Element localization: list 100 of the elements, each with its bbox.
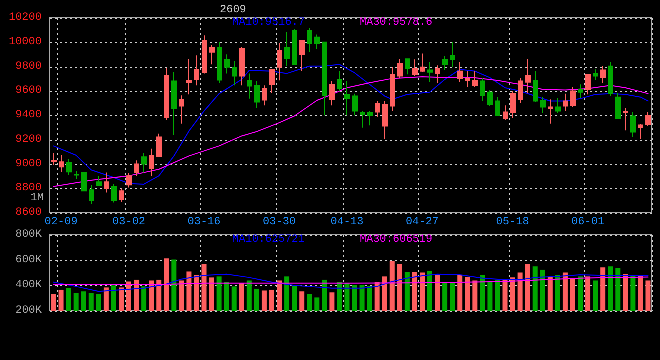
candlestick	[126, 173, 132, 188]
candlestick	[533, 70, 538, 103]
y-tick-label: 800K	[16, 229, 42, 241]
candlestick	[390, 66, 395, 112]
candlestick	[450, 42, 455, 68]
candlestick	[232, 60, 237, 86]
candlestick	[74, 170, 79, 180]
y-tick-label: 10000	[8, 36, 42, 48]
candlestick	[299, 40, 305, 72]
candlestick	[149, 148, 154, 177]
candlestick	[457, 62, 463, 83]
candlestick	[344, 80, 350, 116]
candlestick	[164, 67, 169, 121]
candlestick	[96, 176, 102, 187]
x-tick-label: 03-30	[263, 216, 296, 228]
candlestick	[487, 90, 493, 107]
text: MA30:9578.6	[360, 17, 433, 29]
candlestick	[186, 58, 192, 96]
y-tick-label: 10200	[8, 12, 42, 24]
candlestick	[217, 42, 222, 84]
candlestick	[525, 58, 531, 94]
candlestick	[548, 99, 553, 124]
candlestick	[89, 184, 94, 205]
line-series	[53, 276, 649, 286]
candlestick	[51, 152, 57, 166]
text: 1M	[30, 192, 44, 204]
candlestick	[465, 70, 470, 88]
candlestick	[156, 133, 162, 158]
candlestick	[382, 100, 388, 140]
candlestick	[480, 77, 485, 102]
candlestick	[540, 96, 546, 114]
candlestick	[66, 158, 72, 176]
candlestick	[645, 112, 651, 127]
y-tick-label: 9800	[16, 60, 42, 73]
candlestick	[119, 188, 124, 203]
candlestick	[247, 73, 252, 100]
candlestick	[593, 69, 598, 81]
y-tick-label: 600K	[16, 254, 42, 266]
text: MA10:625721	[232, 234, 306, 246]
candlestick	[412, 59, 418, 77]
candlestick	[239, 46, 245, 86]
candlestick	[141, 153, 147, 174]
x-tick-label: 04-13	[330, 216, 364, 228]
candlestick	[563, 93, 568, 112]
candlestick	[570, 86, 576, 108]
candlestick	[397, 58, 403, 78]
candlestick	[420, 53, 425, 73]
candlestick	[277, 42, 282, 82]
chart-title: 2609	[220, 4, 246, 16]
y-tick-label: 9400	[16, 110, 42, 122]
candlestick	[375, 100, 380, 118]
candlestick	[615, 92, 621, 120]
candlestick	[442, 56, 448, 71]
candlestick	[585, 74, 591, 96]
y-tick-label: 8600	[16, 207, 42, 219]
candlestick	[292, 28, 297, 66]
candlestick	[352, 93, 358, 116]
x-tick-label: 03-16	[188, 216, 221, 228]
x-tick-label: 04-27	[406, 216, 439, 228]
x-tick-label: 05-18	[496, 216, 530, 228]
candlestick	[262, 85, 267, 106]
candlestick	[104, 172, 109, 194]
candlestick	[435, 65, 440, 84]
candlestick	[59, 154, 64, 173]
candlestick	[322, 42, 327, 116]
candlestick	[360, 110, 365, 128]
x-tick-label: 06-01	[572, 216, 605, 228]
candlestick	[600, 66, 606, 84]
candlestick	[405, 58, 410, 76]
line-series	[53, 274, 649, 292]
x-tick-label: 03-02	[112, 216, 146, 228]
candlestick	[472, 70, 478, 88]
candlestick	[337, 70, 342, 92]
candlestick	[495, 96, 500, 116]
candlestick	[202, 35, 207, 74]
y-tick-label: 9600	[16, 85, 42, 98]
candlestick	[134, 160, 139, 177]
candlestick	[194, 55, 199, 86]
text: MA30:606519	[360, 234, 433, 246]
y-tick-label: 9200	[16, 134, 42, 146]
candlestick	[171, 72, 177, 136]
candlestick	[608, 62, 613, 97]
candlestick	[427, 62, 433, 83]
candlestick	[329, 80, 335, 106]
candlestick	[224, 54, 230, 74]
candlestick	[578, 84, 583, 98]
y-tick-label: 200K	[16, 305, 42, 317]
candlestick	[81, 172, 87, 192]
candlestick	[510, 90, 516, 118]
x-tick-label: 02-09	[44, 216, 78, 228]
candlestick	[111, 184, 117, 204]
y-tick-label: 9000	[16, 158, 42, 170]
candlestick	[179, 95, 184, 124]
candlestick	[503, 105, 508, 121]
candlestick	[269, 69, 275, 94]
candlestick	[630, 112, 636, 138]
candlestick	[623, 107, 628, 132]
candlestick	[307, 28, 312, 53]
candlestick	[555, 97, 561, 114]
candlestick	[367, 110, 373, 126]
